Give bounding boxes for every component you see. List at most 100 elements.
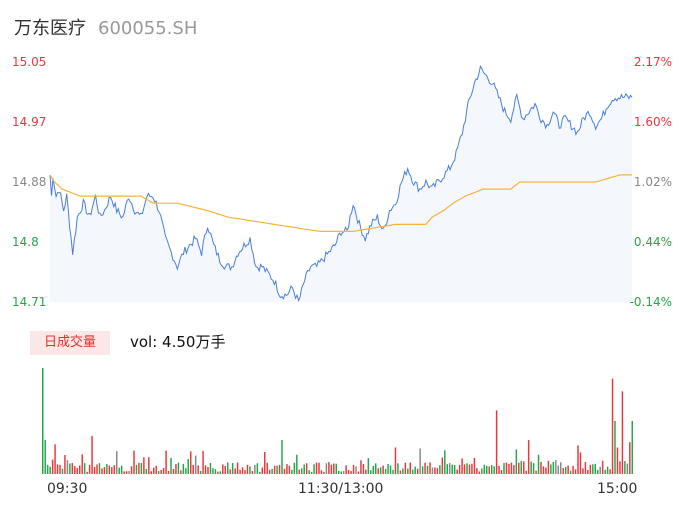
- volume-bar: [495, 410, 498, 474]
- volume-bar: [567, 465, 569, 474]
- volume-bar: [93, 466, 96, 474]
- volume-bar: [619, 461, 621, 474]
- volume-bar: [212, 468, 214, 474]
- volume-bar: [426, 465, 429, 474]
- volume-bar: [515, 449, 518, 474]
- volume-bar: [44, 440, 46, 474]
- volume-bar: [604, 469, 606, 474]
- volume-bar: [133, 450, 135, 474]
- volume-bar: [150, 471, 153, 474]
- volume-bar: [463, 464, 466, 474]
- volume-bar: [140, 463, 143, 474]
- volume-bar: [500, 470, 503, 474]
- volume-bar: [199, 470, 202, 474]
- volume-bar: [389, 465, 392, 474]
- volume-bar: [177, 462, 180, 474]
- volume-bar: [370, 470, 372, 474]
- volume-bar: [414, 466, 416, 474]
- volume-bar: [550, 464, 552, 474]
- average-line: [49, 174, 632, 232]
- volume-bar: [481, 468, 483, 474]
- volume-bar: [246, 464, 249, 474]
- volume-bar: [259, 471, 261, 474]
- volume-bar: [328, 462, 330, 474]
- volume-bar: [444, 450, 446, 474]
- stock-name: 万东医疗: [14, 18, 86, 39]
- volume-bar: [584, 462, 587, 474]
- pct-tick-3: 0.44%: [633, 235, 672, 249]
- volume-tab[interactable]: 日成交量: [30, 331, 110, 355]
- volume-bar: [108, 465, 111, 474]
- volume-bar: [468, 464, 471, 474]
- volume-bar: [229, 469, 231, 474]
- volume-bar: [547, 460, 550, 474]
- volume-bar: [293, 462, 296, 474]
- volume-bar: [419, 448, 421, 474]
- volume-bar: [458, 464, 461, 474]
- volume-bar: [128, 470, 130, 474]
- volume-bar: [301, 468, 303, 474]
- volume-bar: [273, 465, 276, 474]
- volume-bar: [325, 463, 328, 474]
- volume-bar: [310, 471, 313, 474]
- volume-bar: [493, 466, 495, 474]
- volume-bar: [204, 465, 207, 474]
- volume-bar: [483, 464, 486, 474]
- volume-bar: [303, 464, 305, 474]
- volume-bar: [182, 463, 185, 474]
- volume-bar: [572, 465, 574, 474]
- volume-bar: [387, 463, 389, 474]
- volume-bar: [399, 470, 402, 474]
- volume-bar: [261, 467, 264, 474]
- volume-bar: [167, 470, 170, 474]
- volume-bar: [525, 470, 527, 474]
- volume-bar: [125, 471, 128, 474]
- volume-bar: [416, 468, 419, 474]
- x-tick-open: 09:30: [47, 481, 88, 497]
- volume-label: vol: 4.50万手: [130, 333, 226, 351]
- volume-bar: [42, 368, 44, 474]
- volume-bar: [552, 461, 555, 474]
- volume-bar: [88, 464, 91, 474]
- volume-bar: [542, 466, 545, 474]
- volume-bar: [382, 465, 384, 474]
- volume-bar: [71, 463, 74, 474]
- volume-bar: [330, 464, 333, 474]
- volume-bar: [268, 469, 271, 474]
- volume-bar: [439, 465, 441, 474]
- volume-bar: [621, 391, 624, 474]
- volume-bar: [135, 464, 138, 474]
- volume-bar: [244, 470, 246, 474]
- volume-bar: [236, 462, 239, 474]
- volume-bar: [478, 471, 481, 474]
- volume-bar: [288, 465, 291, 474]
- volume-bar: [96, 464, 98, 474]
- volume-bar: [372, 465, 375, 474]
- volume-bar: [315, 462, 318, 474]
- volume-bar: [560, 462, 562, 474]
- volume-bar: [66, 460, 69, 474]
- volume-bar: [347, 469, 350, 474]
- volume-bar: [59, 464, 61, 474]
- volume-bar: [421, 466, 424, 474]
- stock-code: 600055.SH: [98, 18, 198, 39]
- volume-bar: [296, 454, 298, 474]
- volume-bar: [298, 469, 301, 474]
- volume-bar: [219, 471, 222, 474]
- volume-bar: [486, 465, 488, 474]
- volume-bar: [79, 465, 81, 474]
- volume-bar: [476, 468, 478, 474]
- volume-bar: [626, 463, 629, 474]
- volume-bar: [471, 463, 473, 474]
- volume-bar: [488, 466, 490, 474]
- volume-bar: [209, 463, 212, 474]
- volume-bar: [375, 463, 377, 474]
- volume-bar: [441, 457, 444, 474]
- volume-bar: [138, 462, 140, 474]
- volume-bar: [557, 465, 560, 474]
- volume-bar: [145, 468, 148, 474]
- volume-bar: [86, 471, 88, 474]
- volume-bar: [530, 461, 532, 474]
- volume-bar: [194, 455, 197, 474]
- volume-bar: [231, 463, 234, 474]
